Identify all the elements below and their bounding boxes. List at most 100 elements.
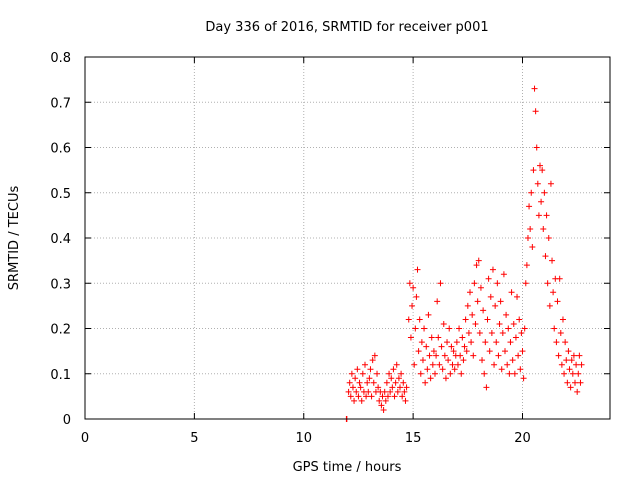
data-point <box>430 348 437 355</box>
data-point <box>568 357 575 364</box>
data-point <box>527 225 534 232</box>
data-point <box>397 384 403 391</box>
data-point <box>572 379 578 386</box>
data-point <box>445 357 452 364</box>
data-point <box>450 348 457 355</box>
x-tick-label: 0 <box>81 431 89 446</box>
data-point <box>546 302 553 309</box>
data-point <box>348 370 355 377</box>
data-point <box>395 375 402 382</box>
data-point <box>544 280 551 287</box>
data-point <box>407 334 414 341</box>
data-point <box>406 280 413 287</box>
data-point <box>500 271 507 278</box>
data-point <box>509 357 516 364</box>
data-point <box>494 280 501 287</box>
data-point <box>537 162 543 169</box>
data-point <box>574 388 581 395</box>
data-point <box>522 280 529 287</box>
data-point <box>473 262 480 269</box>
data-point <box>496 320 503 327</box>
data-point <box>446 325 453 332</box>
data-point <box>400 379 407 386</box>
data-point <box>440 320 447 327</box>
data-point <box>512 334 519 341</box>
data-point <box>380 406 387 413</box>
data-point <box>374 370 381 377</box>
data-point <box>550 289 557 296</box>
data-point <box>476 330 483 337</box>
x-tick-label: 15 <box>405 431 422 446</box>
data-point <box>427 375 434 382</box>
data-point <box>436 361 443 368</box>
data-point <box>492 302 499 309</box>
data-point <box>425 311 432 318</box>
data-point <box>503 311 510 318</box>
data-point <box>456 325 463 332</box>
data-point <box>383 379 390 386</box>
data-point <box>391 393 398 400</box>
data-point <box>358 397 365 404</box>
data-point <box>559 316 566 323</box>
data-point <box>394 388 401 395</box>
data-point <box>370 379 377 386</box>
y-tick-label: 0.2 <box>50 323 71 338</box>
y-axis-label: SRMTID / TECUs <box>7 186 22 291</box>
data-point <box>570 352 577 359</box>
data-point <box>359 370 366 377</box>
data-point <box>479 357 486 364</box>
data-point <box>475 257 482 264</box>
data-point <box>502 348 508 355</box>
data-point <box>424 366 431 373</box>
data-point <box>464 302 471 309</box>
y-tick-label: 0.6 <box>50 142 71 157</box>
data-point <box>517 366 524 373</box>
data-point <box>541 189 548 196</box>
data-point <box>379 393 386 400</box>
data-point <box>415 348 422 355</box>
data-point <box>423 343 430 350</box>
data-point <box>411 361 418 368</box>
chart-title: Day 336 of 2016, SRMTID for receiver p00… <box>205 20 488 35</box>
data-point <box>561 370 568 377</box>
data-point <box>567 384 574 391</box>
data-point <box>366 375 373 382</box>
data-point <box>531 85 538 92</box>
data-point <box>401 388 408 395</box>
data-point <box>451 366 458 373</box>
data-point <box>392 379 399 386</box>
data-point <box>442 375 449 382</box>
data-point <box>388 375 395 382</box>
data-point <box>576 352 583 359</box>
data-point <box>447 370 454 377</box>
data-point <box>426 352 433 359</box>
data-point <box>506 370 513 377</box>
x-tick-label: 5 <box>190 431 198 446</box>
data-point <box>540 225 547 232</box>
data-point <box>412 325 419 332</box>
data-point <box>410 284 417 291</box>
data-point <box>461 343 468 350</box>
data-point <box>485 275 492 282</box>
data-point <box>493 339 500 346</box>
data-point <box>432 370 438 377</box>
data-point <box>458 370 465 377</box>
data-point <box>384 393 391 400</box>
data-point <box>523 262 530 269</box>
y-tick-label: 0.1 <box>50 368 71 383</box>
data-point <box>459 334 466 341</box>
data-point <box>524 235 531 241</box>
data-point <box>532 108 539 115</box>
data-point <box>381 388 388 395</box>
data-point <box>547 180 554 187</box>
axis-ticks: 0 0.1 0.2 0.3 0.4 0.5 0.6 0.7 0.8 0 5 10 15 20 <box>50 51 610 446</box>
data-point <box>505 325 512 332</box>
data-point <box>460 357 467 364</box>
y-tick-label: 0.5 <box>50 187 71 202</box>
data-point <box>499 330 506 337</box>
data-point <box>369 357 376 364</box>
data-point <box>421 325 428 332</box>
data-point <box>389 384 396 391</box>
data-point <box>482 339 489 346</box>
